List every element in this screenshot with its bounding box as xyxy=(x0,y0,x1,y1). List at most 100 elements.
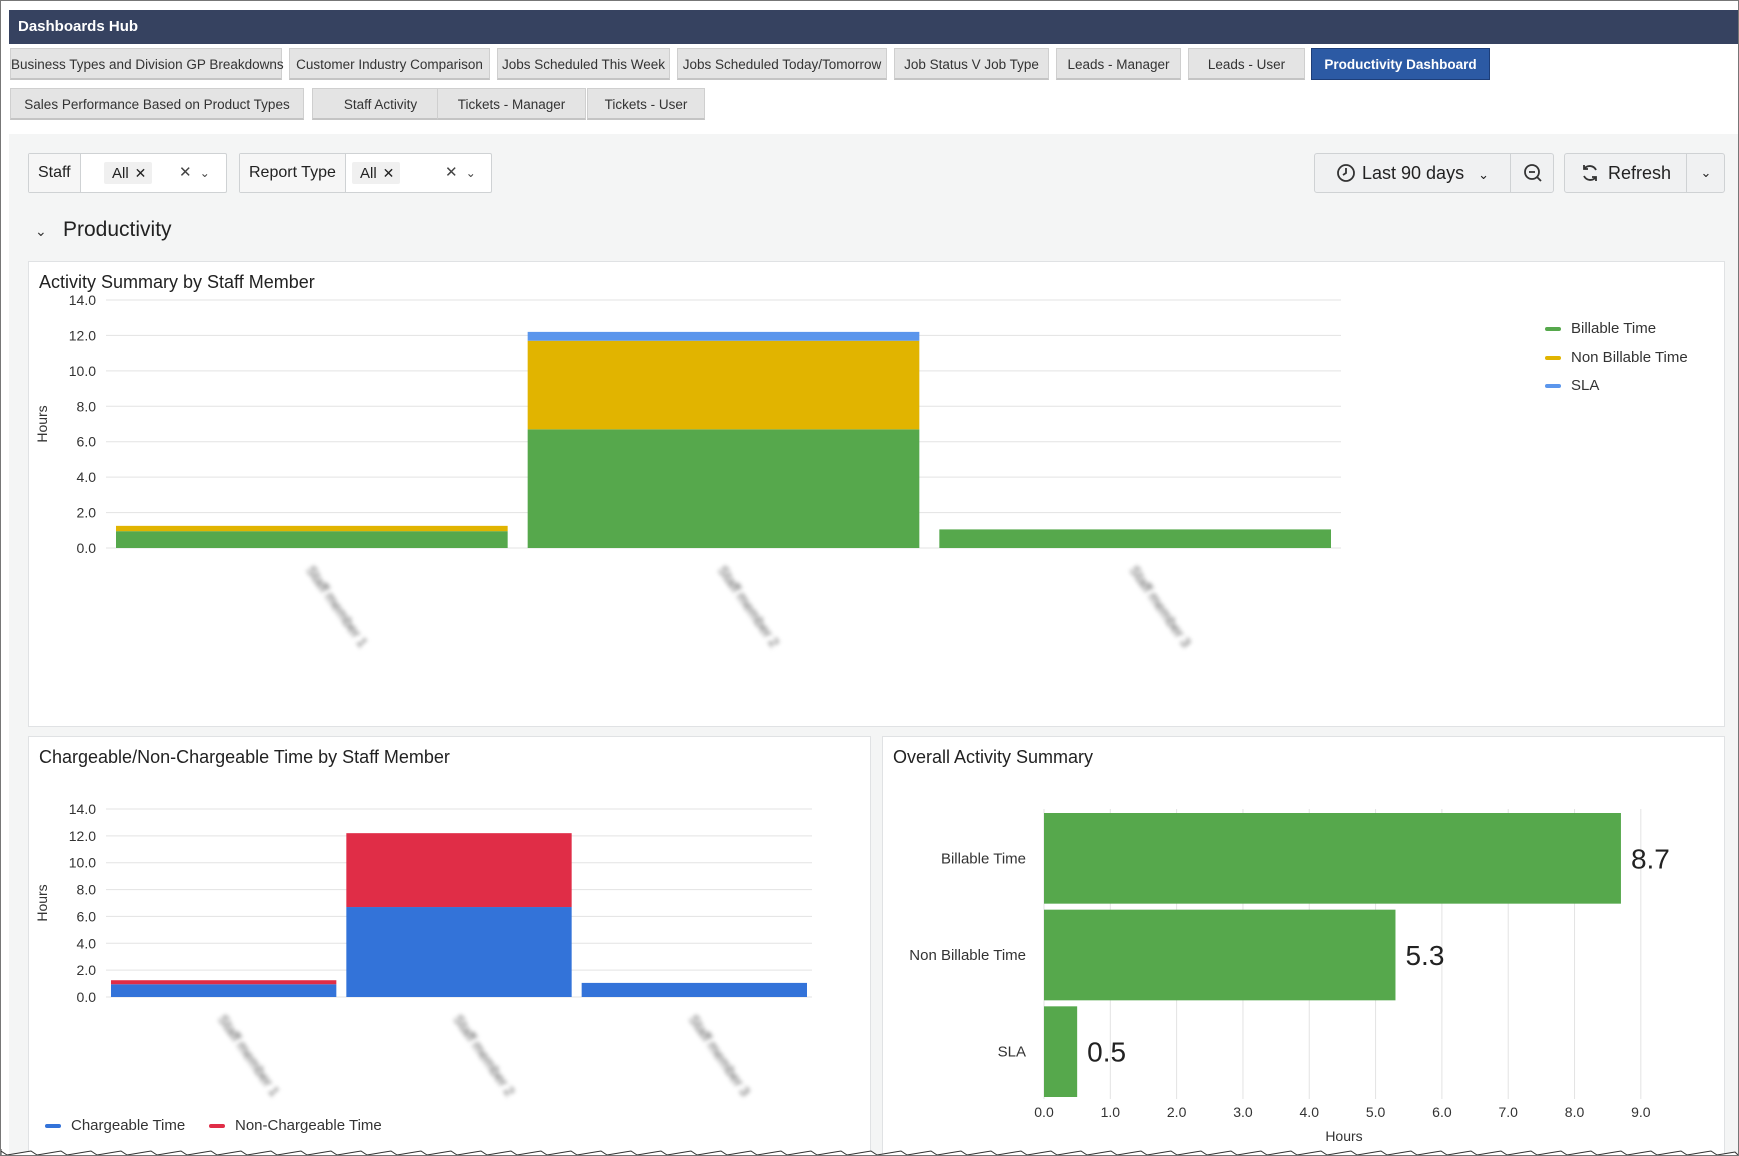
x-tick-label: 9.0 xyxy=(1631,1104,1651,1120)
legend-label: Non Billable Time xyxy=(1571,349,1688,366)
divider xyxy=(1686,154,1687,192)
bar-segment-billable-time xyxy=(116,531,508,548)
panel-title: Activity Summary by Staff Member xyxy=(39,272,315,292)
data-label: 0.5 xyxy=(1087,1037,1126,1068)
y-tick-label: 14.0 xyxy=(69,292,96,308)
staff-filter-label: Staff xyxy=(29,154,81,192)
time-range-picker[interactable]: Last 90 days ⌄ xyxy=(1315,154,1510,192)
x-tick-label: 7.0 xyxy=(1498,1104,1518,1120)
y-tick-label: 8.0 xyxy=(77,398,97,414)
legend-swatch xyxy=(209,1124,225,1129)
overall-chart: 0.0 1.0 2.0 3.0 4.0 5.0 6.0 7.0 8.0 9.0 Hours Billa… xyxy=(909,809,1670,1144)
refresh-button[interactable]: Refresh xyxy=(1565,154,1686,192)
x-tick-label: 3.0 xyxy=(1233,1104,1253,1120)
overall-panel: Overall Activity Summary 0.0 1.0 2.0 3.0 4.0… xyxy=(882,736,1725,1155)
staff-filter[interactable]: Staff All ✕ ✕ ⌄ xyxy=(28,153,227,193)
bar-segment-billable-time xyxy=(939,529,1331,548)
bar-segment-non-chargeable-time xyxy=(346,833,572,908)
activity-summary-panel: Activity Summary by Staff Member 0.0 2.0 4… xyxy=(28,261,1725,727)
bar-segment-chargeable-time xyxy=(111,984,337,997)
y-tick-label: 2.0 xyxy=(77,505,97,521)
x-tick-label: 4.0 xyxy=(1300,1104,1320,1120)
chip-remove-icon[interactable]: ✕ xyxy=(134,165,147,181)
bar-segment-non-billable-time xyxy=(527,340,920,430)
tab-leads-user[interactable]: Leads - User xyxy=(1188,48,1305,80)
legend-swatch xyxy=(1545,356,1561,361)
collapse-chevron-icon[interactable]: ⌄ xyxy=(35,223,47,239)
report-type-filter-chip[interactable]: All ✕ xyxy=(352,162,401,184)
chevron-down-icon: ⌄ xyxy=(1478,167,1489,182)
y-tick-label: 4.0 xyxy=(77,469,97,485)
tab-leads-manager[interactable]: Leads - Manager xyxy=(1056,48,1181,80)
legend-label: Non-Chargeable Time xyxy=(235,1117,382,1134)
tab-tickets-user[interactable]: Tickets - User xyxy=(587,88,705,120)
y-tick-label: SLA xyxy=(998,1044,1026,1061)
zoom-out-icon xyxy=(1524,164,1542,182)
x-tick-label: Staff member 1 xyxy=(215,1012,283,1100)
clear-icon[interactable]: ✕ xyxy=(179,164,192,181)
tab-job-status[interactable]: Job Status V Job Type xyxy=(894,48,1049,80)
divider xyxy=(1510,154,1511,192)
y-tick-label: 10.0 xyxy=(69,363,96,379)
section-header[interactable]: ⌄ Productivity xyxy=(35,215,172,245)
legend-non-billable[interactable]: Non Billable Time xyxy=(1545,349,1688,366)
y-tick-label: Billable Time xyxy=(941,850,1026,867)
y-axis-label: Hours xyxy=(34,884,50,921)
x-tick-label: 8.0 xyxy=(1565,1104,1585,1120)
chevron-down-icon: ⌄ xyxy=(1700,165,1712,180)
tab-productivity-dashboard[interactable]: Productivity Dashboard xyxy=(1311,48,1490,80)
y-tick-label: 12.0 xyxy=(69,327,96,343)
section-title: Productivity xyxy=(63,218,172,241)
tab-sales-performance[interactable]: Sales Performance Based on Product Types xyxy=(10,88,304,120)
tab-customer-industry[interactable]: Customer Industry Comparison xyxy=(289,48,490,80)
legend-billable[interactable]: Billable Time xyxy=(1545,320,1656,337)
chargeable-panel: Chargeable/Non-Chargeable Time by Staff … xyxy=(28,736,871,1155)
report-type-filter[interactable]: Report Type All ✕ ✕ ⌄ xyxy=(239,153,492,193)
tab-jobs-today-tomorrow[interactable]: Jobs Scheduled Today/Tomorrow xyxy=(677,48,887,80)
staff-filter-controls: ✕ ⌄ xyxy=(179,154,210,192)
bar-segment-chargeable-time xyxy=(581,982,807,997)
chevron-down-icon[interactable]: ⌄ xyxy=(199,166,210,180)
staff-filter-chip[interactable]: All ✕ xyxy=(104,162,153,184)
refresh-options-button[interactable]: ⌄ xyxy=(1687,154,1725,192)
bar xyxy=(1044,1006,1078,1097)
bar-segment-non-chargeable-time xyxy=(111,980,337,985)
bar-segment-chargeable-time xyxy=(346,907,572,997)
refresh-group: Refresh ⌄ xyxy=(1564,153,1725,193)
zoom-out-button[interactable] xyxy=(1511,154,1555,192)
report-type-filter-value: All xyxy=(360,165,377,182)
tab-tickets-manager[interactable]: Tickets - Manager xyxy=(437,88,586,120)
chip-remove-icon[interactable]: ✕ xyxy=(382,165,395,181)
x-tick-label: Staff member 3 xyxy=(686,1012,754,1100)
legend-sla[interactable]: SLA xyxy=(1545,377,1599,394)
x-tick-label: Staff member 3 xyxy=(1127,563,1195,651)
panel-title: Overall Activity Summary xyxy=(893,747,1094,767)
y-tick-label: 2.0 xyxy=(77,962,97,978)
y-tick-label: Non Billable Time xyxy=(909,947,1026,964)
staff-filter-value: All xyxy=(112,165,129,182)
legend-label: Billable Time xyxy=(1571,320,1657,337)
tab-jobs-this-week[interactable]: Jobs Scheduled This Week xyxy=(497,48,670,80)
tab-business-types[interactable]: Business Types and Division GP Breakdown… xyxy=(10,48,284,80)
x-tick-label: Staff member 2 xyxy=(451,1012,519,1100)
legend-non-chargeable[interactable]: Non-Chargeable Time xyxy=(209,1117,382,1134)
data-label: 5.3 xyxy=(1405,940,1444,971)
y-tick-label: 0.0 xyxy=(77,989,97,1005)
app-header: Dashboards Hub xyxy=(9,10,1738,44)
clock-icon xyxy=(1337,164,1355,182)
y-tick-label: 4.0 xyxy=(77,935,97,951)
bar xyxy=(1044,813,1621,904)
x-tick-label: Staff member 1 xyxy=(303,563,371,651)
refresh-icon xyxy=(1583,165,1597,181)
chevron-down-icon[interactable]: ⌄ xyxy=(465,166,476,180)
x-tick-label: 0.0 xyxy=(1034,1104,1054,1120)
clear-icon[interactable]: ✕ xyxy=(445,164,458,181)
y-axis-label: Hours xyxy=(34,405,50,442)
y-tick-label: 6.0 xyxy=(77,434,97,450)
y-tick-label: 6.0 xyxy=(77,908,97,924)
bar-segment-billable-time xyxy=(527,429,920,548)
bar-segment-non-billable-time xyxy=(116,525,508,532)
legend-chargeable[interactable]: Chargeable Time xyxy=(45,1117,185,1134)
tab-staff-activity[interactable]: Staff Activity xyxy=(312,88,449,120)
torn-edge xyxy=(1,1149,1738,1155)
